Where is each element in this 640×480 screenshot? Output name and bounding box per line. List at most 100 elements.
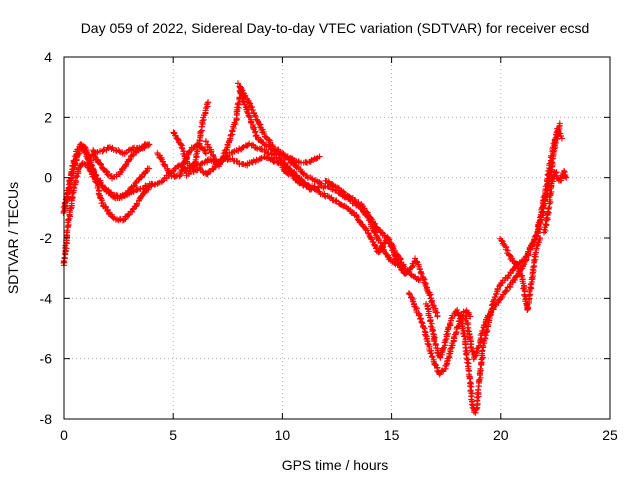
- data-point: [372, 229, 379, 236]
- data-point: [558, 135, 565, 142]
- series-arc-18: [497, 235, 544, 313]
- data-point: [555, 127, 562, 134]
- data-point: [537, 235, 544, 241]
- data-point: [443, 358, 450, 365]
- data-point: [374, 235, 381, 242]
- data-point: [487, 310, 494, 317]
- data-point: [563, 174, 570, 181]
- data-point: [72, 160, 79, 167]
- data-point: [129, 208, 136, 215]
- data-point: [199, 117, 206, 124]
- data-point: [99, 182, 106, 189]
- data-point: [66, 184, 73, 191]
- data-point: [542, 221, 549, 228]
- data-point: [234, 80, 241, 87]
- data-point: [525, 304, 532, 311]
- data-point: [265, 136, 272, 143]
- data-point: [429, 328, 436, 335]
- data-point: [447, 345, 454, 352]
- data-point: [429, 301, 436, 308]
- data-point: [235, 147, 242, 154]
- data-point: [146, 165, 153, 172]
- data-point: [418, 319, 425, 326]
- data-point: [110, 174, 117, 181]
- data-marks: [60, 80, 570, 416]
- data-point: [185, 149, 192, 156]
- data-point: [232, 120, 239, 127]
- data-point: [200, 146, 207, 153]
- data-point: [467, 383, 474, 390]
- data-point: [97, 161, 104, 168]
- data-point: [191, 162, 198, 169]
- data-point: [212, 156, 219, 163]
- data-point: [498, 280, 505, 287]
- data-point: [498, 237, 505, 244]
- chart-title: Day 059 of 2022, Sidereal Day-to-day VTE…: [81, 20, 590, 36]
- data-point: [562, 173, 569, 180]
- data-point: [257, 124, 264, 131]
- data-point: [425, 340, 432, 347]
- data-point: [116, 148, 123, 155]
- data-point: [177, 141, 184, 148]
- data-point: [353, 213, 360, 220]
- data-point: [422, 283, 429, 290]
- series-arc-14: [322, 177, 441, 320]
- data-point: [372, 245, 379, 252]
- x-axis-label: GPS time / hours: [282, 457, 389, 473]
- data-point: [439, 367, 446, 374]
- data-point: [225, 138, 232, 145]
- series-arc-10: [202, 84, 325, 187]
- data-point: [126, 211, 133, 218]
- data-point: [424, 305, 431, 312]
- data-point: [409, 298, 416, 305]
- x-tick-label: 0: [60, 427, 68, 443]
- data-point: [519, 262, 526, 269]
- data-point: [409, 263, 416, 270]
- data-point: [198, 123, 205, 130]
- y-tick-label: -6: [40, 351, 53, 367]
- axis-ticks: 0 5 10 15 20 25 -8 -6 -4 -2 0 2 4: [40, 49, 618, 443]
- data-point: [253, 116, 260, 123]
- data-point: [202, 150, 209, 157]
- data-point: [252, 144, 259, 151]
- data-point: [545, 172, 552, 179]
- data-point: [503, 287, 510, 294]
- series-arc-5: [90, 141, 153, 157]
- series-arc-4: [88, 140, 153, 182]
- data-point: [381, 232, 388, 239]
- x-tick-label: 15: [384, 427, 400, 443]
- data-point: [420, 275, 427, 282]
- data-point: [191, 166, 198, 173]
- data-point: [420, 323, 427, 330]
- y-tick-label: 2: [44, 109, 52, 125]
- data-point: [81, 148, 88, 155]
- data-point: [261, 130, 268, 137]
- data-point: [161, 162, 168, 169]
- series-arc-3: [60, 143, 153, 217]
- y-tick-label: -2: [40, 230, 53, 246]
- data-point: [81, 160, 88, 167]
- data-point: [246, 114, 253, 121]
- x-tick-label: 25: [602, 427, 618, 443]
- data-point: [235, 100, 242, 107]
- data-point: [250, 107, 257, 114]
- data-point: [416, 277, 423, 284]
- data-point: [217, 157, 224, 164]
- x-tick-label: 20: [493, 427, 509, 443]
- data-point: [427, 350, 434, 357]
- data-point: [308, 175, 315, 182]
- y-tick-label: -4: [40, 290, 53, 306]
- grid: [64, 57, 610, 419]
- data-point: [74, 173, 81, 180]
- data-point: [197, 128, 204, 135]
- data-point: [439, 345, 446, 352]
- data-point: [245, 113, 252, 120]
- data-point: [145, 142, 152, 149]
- data-point: [412, 255, 419, 262]
- data-point: [479, 327, 486, 334]
- data-point: [477, 374, 484, 381]
- data-point: [453, 330, 460, 337]
- data-point: [252, 113, 259, 120]
- data-point: [468, 383, 475, 390]
- y-tick-label: 0: [44, 170, 52, 186]
